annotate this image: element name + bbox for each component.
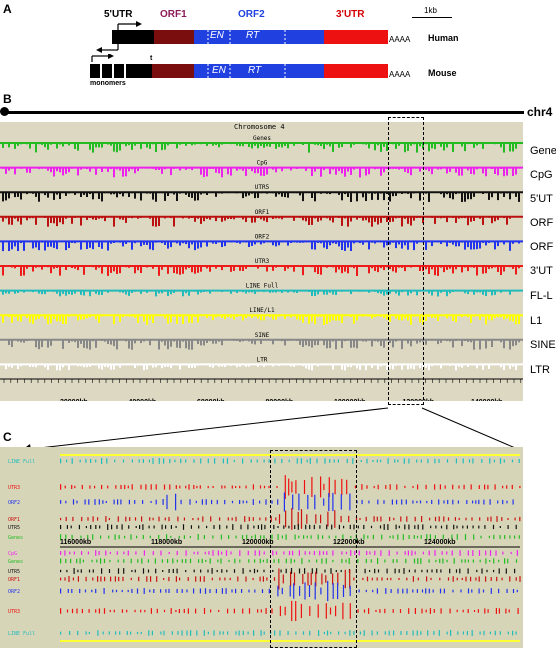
axis-tick-label: 80000kb [266,399,294,401]
axis-tick-label: 140000kb [471,399,503,401]
c-upper-label: ORF2 [8,500,20,506]
track-bars-orf2 [2,241,520,252]
c-lower-label: UTR3 [8,609,20,615]
human-rt-label: RT [246,30,260,41]
side-label-orf1: ORF [530,217,554,229]
human-polya: AAAA [389,35,411,44]
mouse-polya: AAAA [389,70,411,79]
human-en-label: EN [210,30,224,41]
mouse-en-label: EN [212,65,226,76]
c-axis-tick-label: 122000kb [333,539,365,546]
axis-tick-label: 120000kb [403,399,435,401]
side-label-genes: Gene [530,145,556,157]
track-bars-orf1 [2,216,520,227]
track-bars-utr5 [2,192,520,202]
orf2-title: ORF2 [238,9,265,20]
c-lower-label: CpG [8,551,17,557]
monomers-label: monomers [90,80,126,87]
c-upper-label: UTR3 [8,485,20,491]
orf1-title: ORF1 [160,9,187,20]
side-label-orf2: ORF [530,241,554,253]
human-label: Human [428,33,459,43]
c-axis-tick-label: 124000kb [424,539,456,546]
c-upper-label: LINE Full [8,459,35,465]
track-label: SINE [255,332,270,339]
track-bars-ltr [2,364,520,371]
track-label: UTR3 [255,258,270,265]
c-upper-label: Genes [8,535,23,541]
utr3-title: 3'UTR [336,9,365,20]
mouse-tether: t [150,55,153,62]
panel-b-label: B [3,92,12,106]
track-label: LINE Full [246,283,279,290]
c-axis-tick-label: 116000kb [60,539,91,546]
human-l1-diagram [96,21,388,53]
axis-tick-label: 100000kb [334,399,366,401]
track-label: ORF2 [255,233,270,240]
chromosome-name: chr4 [527,105,553,119]
c-upper-label: ORF1 [8,517,20,523]
axis-tick-label: 20000kb [60,399,88,401]
c-lower-label: LINE Full [8,631,35,637]
track-bars-utr3 [2,266,520,276]
mouse-rt-label: RT [248,65,262,76]
c-lower-label: ORF1 [8,577,20,583]
zoomed-highlight-box [270,450,357,648]
c-upper-label: UTR5 [8,525,20,531]
track-bars-sine [2,339,520,350]
side-label-ltr: LTR [530,364,550,376]
axis-tick-label: 60000kb [197,399,225,401]
zoom-connector [21,407,521,451]
c-lower-label: ORF2 [8,589,20,595]
panel-a-label: A [3,2,12,16]
track-label: LINE/L1 [249,307,275,314]
track-bars-line-l1 [2,315,520,325]
zoomed-track-plot: LINE Full UTR3 ORF2 ORF1 UTR5 Genes 116000kb 11… [8,454,521,642]
side-label-line-full: FL-L [530,290,553,302]
utr5-title: 5'UTR [104,9,133,20]
scale-label: 1kb [424,6,437,15]
highlight-region-box [388,117,424,405]
track-label: ORF1 [255,209,270,216]
c-lower-label: Genes [8,559,23,565]
side-label-cpg: CpG [530,169,553,181]
chromosome-end-dot [0,107,9,116]
side-label-utr5: 5'UT [530,193,553,205]
track-label: Genes [253,135,271,142]
track-label: UTR5 [255,184,270,191]
side-label-utr3: 3'UT [530,265,553,277]
c-axis-tick-label: 120000kb [242,539,274,546]
side-label-l1: L1 [530,315,543,327]
track-label: LTR [257,356,268,363]
mouse-label: Mouse [428,68,457,78]
panel-b-top-divider [0,121,523,122]
track-label: CpG [257,160,268,167]
axis-tick-label: 40000kb [129,399,157,401]
c-axis-tick-label: 118000kb [151,539,182,546]
mouse-l1-diagram [90,54,388,78]
chromosome-title: Chromosome 4 [234,123,285,131]
scale-bar [412,17,452,18]
panel-c-label: C [3,430,12,444]
chromosome-browser-panel: Chromosome 4 Genes CpG UTR5 ORF1 ORF2 UTR3 LIN… [0,117,523,405]
side-label-sine: SINE [530,339,556,351]
zoomed-browser-panel: LINE Full UTR3 ORF2 ORF1 UTR5 Genes 116000kb 11… [0,447,523,648]
track-bars-cpg [2,167,520,178]
chromosome-line [4,111,524,114]
c-lower-label: UTR5 [8,569,20,575]
genome-track-density-plot: Genes CpG UTR5 ORF1 ORF2 UTR3 LINE Full LINE/L1… [0,135,523,401]
track-bars-genes [2,143,520,153]
